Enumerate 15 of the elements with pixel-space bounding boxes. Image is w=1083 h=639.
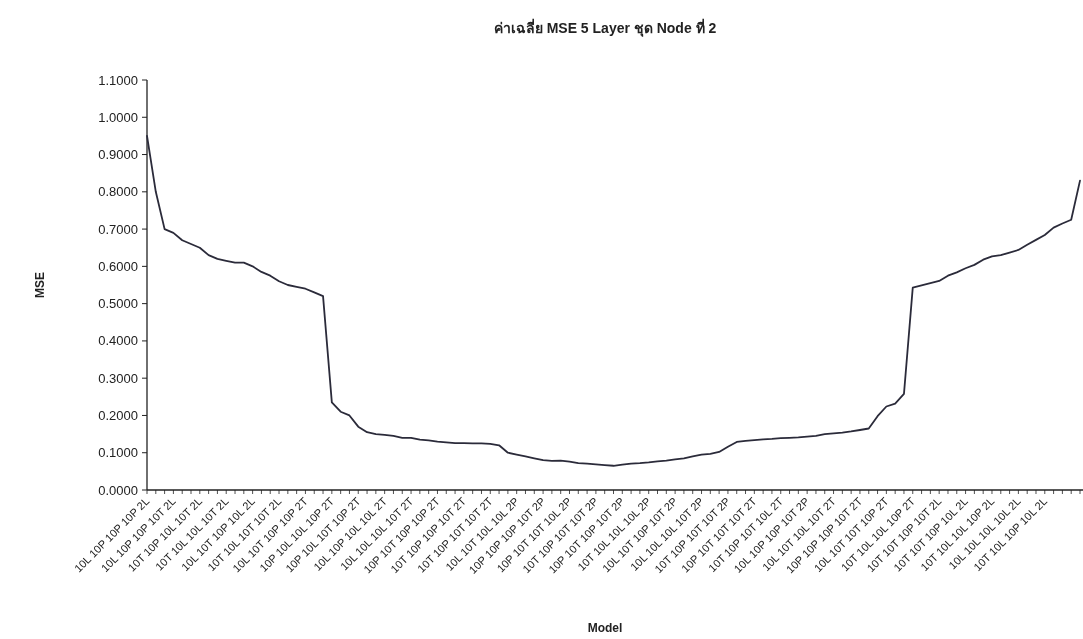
ytick: 0.3000 <box>98 370 138 386</box>
ytick: 0.1000 <box>98 445 138 461</box>
ytick: 0.0000 <box>98 482 138 498</box>
ytick: 0.8000 <box>98 184 138 200</box>
title: ค่าเฉลี่ย MSE 5 Layer ชุด Node ที่ 2 <box>493 20 717 36</box>
ytick: 0.5000 <box>98 296 138 312</box>
xlabel: Model <box>587 621 623 635</box>
ylabel: MSE <box>33 272 47 298</box>
ytick: 0.6000 <box>98 258 138 274</box>
ytick: 0.4000 <box>98 333 138 349</box>
ytick: 0.2000 <box>98 407 138 423</box>
ytick: 0.7000 <box>98 221 138 237</box>
ytick: 1.0000 <box>98 109 138 125</box>
ytick: 1.1000 <box>98 72 138 88</box>
ytick: 0.9000 <box>98 147 138 163</box>
